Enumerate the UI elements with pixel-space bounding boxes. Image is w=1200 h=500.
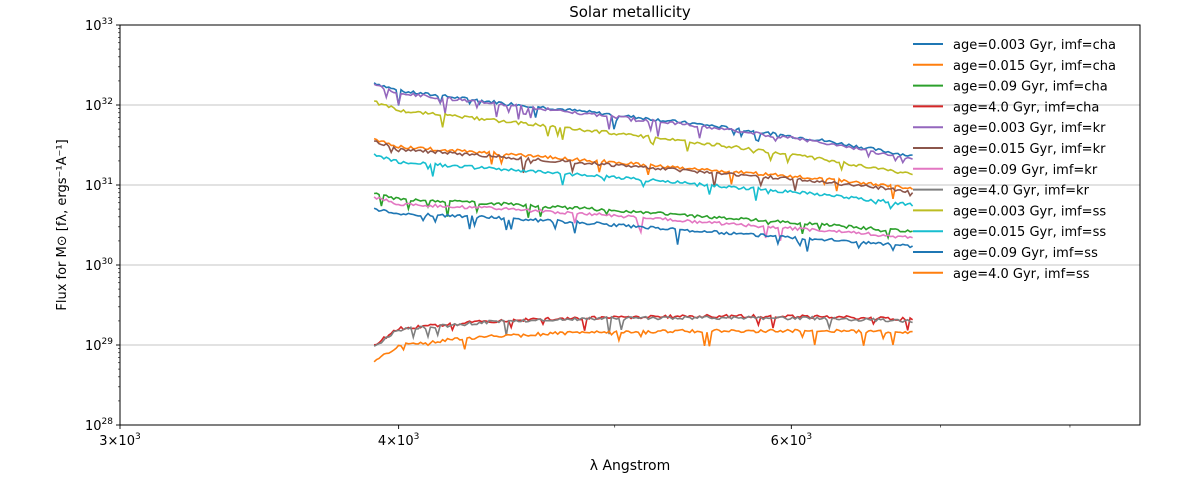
legend-label: age=0.09 Gyr, imf=ss [953, 246, 1098, 261]
series-line [373, 315, 913, 347]
y-tick-label: 1032 [85, 97, 113, 114]
y-tick-label: 1029 [85, 337, 113, 354]
series-line [373, 137, 914, 200]
x-tick-label: 3×103 [99, 432, 140, 449]
legend-label: age=0.003 Gyr, imf=kr [953, 121, 1106, 136]
legend-label: age=0.015 Gyr, imf=ss [953, 225, 1106, 240]
x-axis-label: λ Angstrom [590, 458, 671, 474]
x-tick-label: 6×103 [771, 432, 812, 449]
legend-label: age=0.015 Gyr, imf=cha [953, 59, 1116, 74]
series-line [374, 100, 913, 176]
series-line [373, 196, 913, 241]
y-tick-label: 1028 [85, 417, 113, 434]
y-axis-label: Flux for M⊙ [fλ, ergs⁻¹A⁻¹] [55, 139, 70, 310]
tick-layer: 1028 1029 1030 1031 1032 1033 3×103 4×103 6×103 [85, 17, 1071, 449]
legend-label: age=4.0 Gyr, imf=cha [953, 100, 1099, 115]
series-line [373, 207, 913, 253]
legend-label: age=0.003 Gyr, imf=ss [953, 204, 1106, 219]
x-tick-label: 4×103 [378, 432, 419, 449]
chart-title: Solar metallicity [569, 3, 691, 21]
legend: age=0.003 Gyr, imf=cha age=0.015 Gyr, imf… [913, 38, 1116, 282]
legend-label: age=0.09 Gyr, imf=cha [953, 80, 1108, 95]
legend-label: age=4.0 Gyr, imf=ss [953, 267, 1090, 282]
legend-label: age=4.0 Gyr, imf=kr [953, 184, 1090, 199]
grid-layer [120, 104, 1140, 346]
plot-frame [119, 24, 1141, 426]
y-tick-label: 1030 [85, 257, 113, 274]
series-line [373, 82, 913, 157]
series-layer [373, 82, 914, 363]
y-tick-label: 1031 [85, 177, 113, 194]
series-line [373, 153, 914, 210]
series-line [374, 140, 914, 198]
y-tick-label: 1033 [85, 17, 113, 34]
legend-label: age=0.015 Gyr, imf=kr [953, 142, 1106, 157]
legend-label: age=0.003 Gyr, imf=cha [953, 38, 1116, 53]
series-line [373, 328, 913, 363]
series-line [373, 83, 913, 165]
legend-label: age=0.09 Gyr, imf=kr [953, 163, 1098, 178]
series-line [374, 192, 913, 241]
